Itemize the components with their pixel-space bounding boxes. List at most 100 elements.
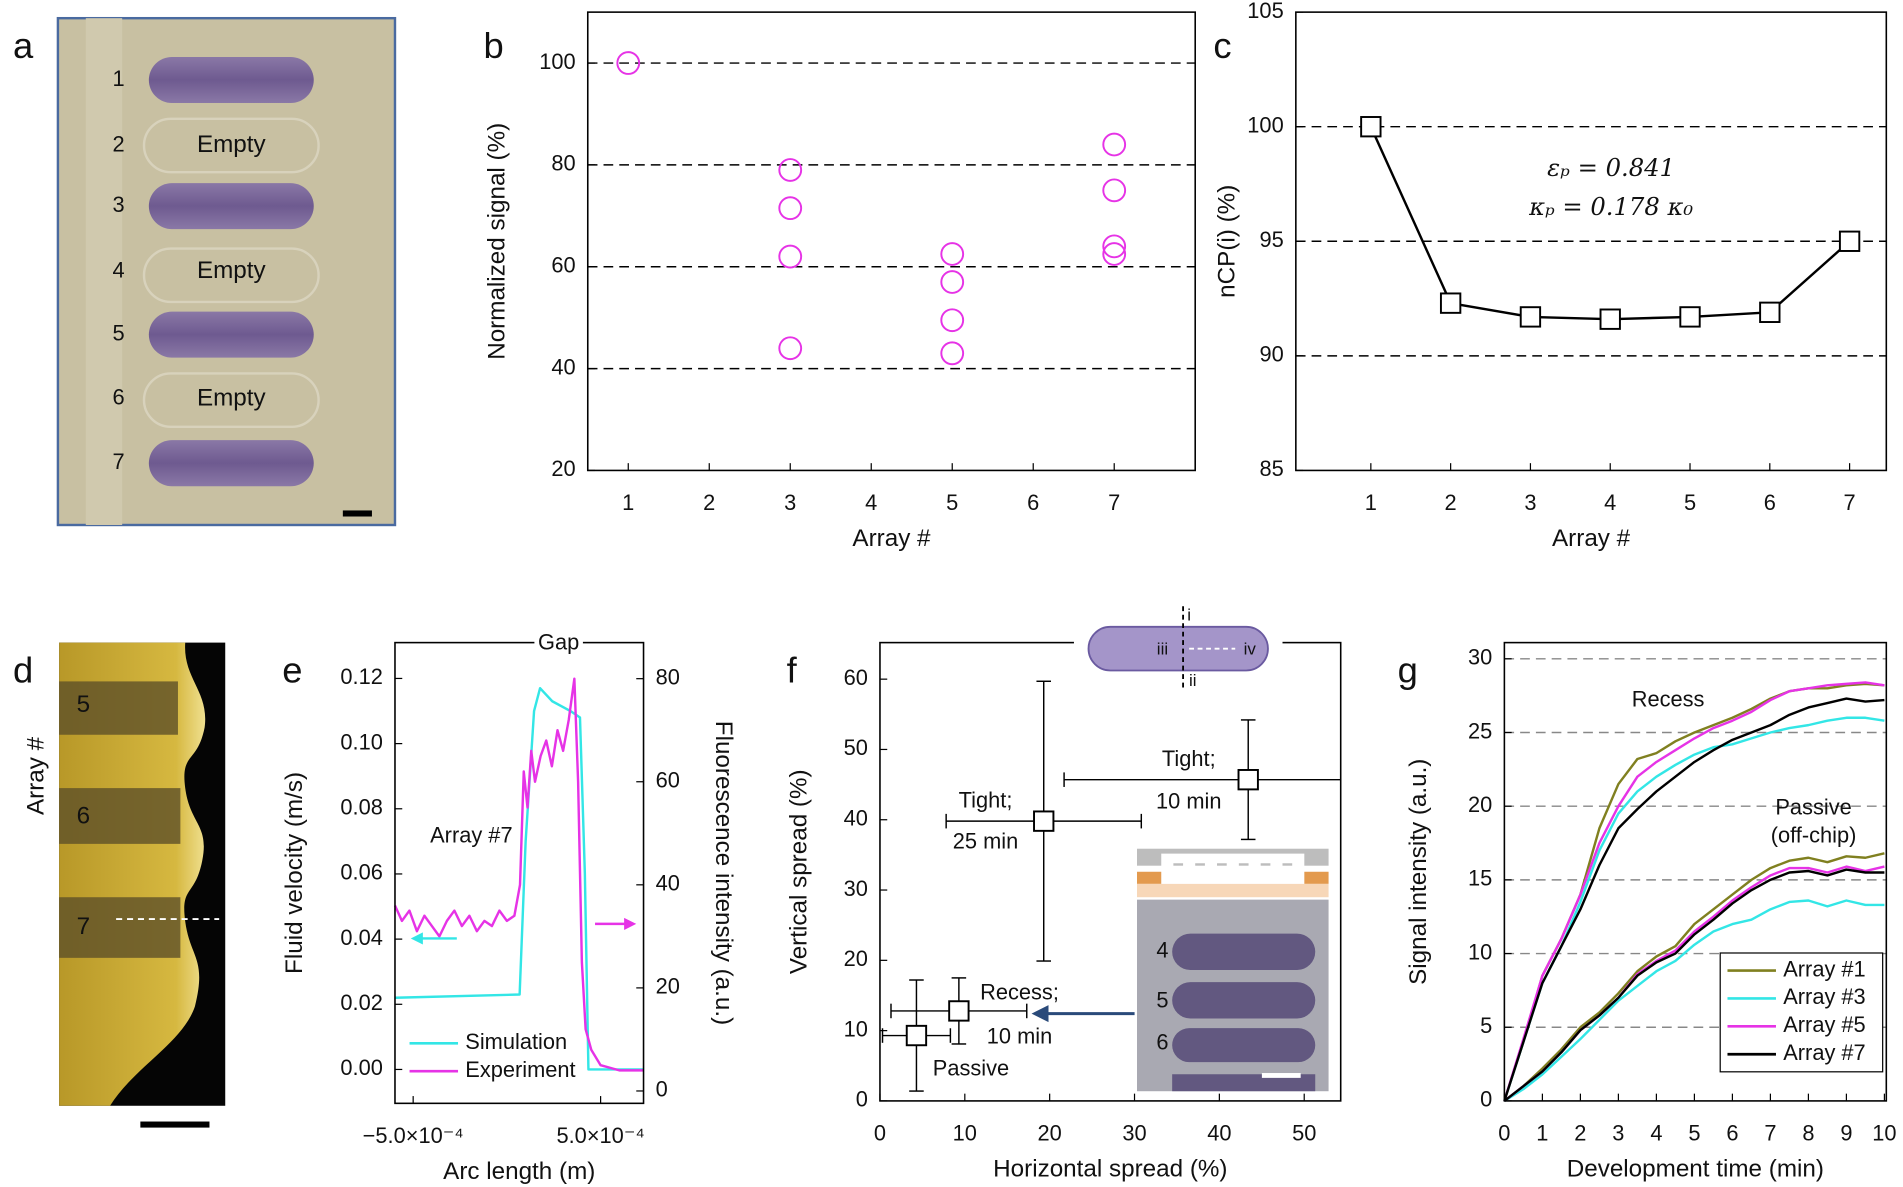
x-tick-label: 2 [703,490,715,515]
empty-well [142,117,320,174]
x-tick-label: 10 [953,1121,977,1146]
empty-label: Empty [197,257,267,284]
annotation: Array #7 [430,822,512,847]
y-tick-label: 20 [844,946,868,971]
x-tick-label: 20 [1038,1121,1062,1146]
marker [1838,230,1861,252]
y-tick-label: 30 [844,876,868,901]
row-number: 1 [112,66,124,91]
marker [940,341,965,366]
spacer [1304,871,1329,884]
scale-bar [342,510,372,517]
annotation: Passive [1775,794,1851,819]
x-tick-label: 0 [1498,1121,1510,1146]
x-tick-label: 30 [1122,1121,1146,1146]
x-tick-label: 2 [1574,1121,1586,1146]
micrograph-label: 4 [1156,938,1168,963]
array-number: 6 [77,803,90,830]
annotation: εₚ = 0.841 [1547,153,1675,182]
x-tick-label: 3 [1524,490,1536,515]
y-tick-label: 100 [1247,112,1283,137]
y-axis-label: nCP(i) (%) [1213,185,1240,298]
point-label: 25 min [953,829,1018,854]
series-line [1503,899,1885,1102]
series-line [1503,852,1885,1102]
marker [1102,234,1127,259]
x-tick-label: 7 [1844,490,1856,515]
marker [1439,292,1462,314]
arrow-head [1031,1005,1049,1023]
panel-label: b [483,25,503,66]
y-tick-label: 60 [551,253,575,278]
marker [1599,308,1621,330]
y-axis-label: Signal intensity (a.u.) [1405,759,1432,985]
x-tick-label: 1 [1536,1121,1548,1146]
y-tick-label: 10 [1468,939,1492,964]
legend-label: Simulation [465,1029,567,1054]
y-tick-label: 5 [1480,1013,1492,1038]
inset-label: i [1187,605,1191,624]
y-tick-label: 0.12 [340,664,382,689]
y-axis-label: Vertical spread (%) [785,769,812,974]
x-tick-label: 4 [1604,490,1616,515]
y-tick-label: 0.08 [340,795,382,820]
marker [948,1000,970,1022]
y-tick-label: 40 [844,806,868,831]
panel-label: e [282,650,302,691]
x-tick-label: 5 [946,490,958,515]
y2-tick-label: 0 [656,1077,668,1102]
marker [778,196,803,221]
plot-frame [1295,11,1888,472]
x-tick-label: 1 [622,490,634,515]
x-tick-label: 5.0×10⁻⁴ [557,1123,645,1148]
empty-label: Empty [197,384,267,411]
y2-tick-label: 20 [656,974,680,999]
point-label: Recess; [980,980,1059,1005]
row-number: 4 [112,257,124,282]
legend-label: Array #1 [1783,956,1865,981]
substrate [1137,883,1329,898]
x-axis-label: Array # [1552,525,1631,552]
micrograph-label: 6 [1156,1030,1168,1055]
well-schematic [1087,625,1269,672]
x-tick-label: 0 [874,1121,886,1146]
row-number: 3 [112,192,124,217]
marker [778,158,803,182]
legend-label: Array #3 [1783,984,1865,1009]
well [1172,1074,1316,1092]
marker [1519,306,1542,328]
panel-label: c [1213,25,1231,66]
empty-well [142,247,320,304]
fluorescence-photo [59,642,226,1128]
point-label: Passive [933,1055,1009,1080]
y-tick-label: 40 [551,354,575,379]
empty-well [142,372,320,428]
x-tick-label: 3 [1612,1121,1624,1146]
y-tick-label: 0.06 [340,860,382,885]
marker [1102,178,1127,203]
panel-label: d [13,650,33,691]
photo-band [85,18,123,525]
x-tick-label: 7 [1108,490,1120,515]
row-number: 5 [112,320,124,345]
y-tick-label: 105 [1247,0,1283,23]
marker [1360,116,1382,138]
point-label: Tight; [959,788,1013,813]
series-line [1503,697,1885,1102]
plot-frame [586,11,1196,472]
point-label: 10 min [1156,788,1221,813]
y-tick-label: 0.10 [340,729,382,754]
well [148,56,314,104]
x-tick-label: 50 [1292,1121,1316,1146]
x-tick-label: −5.0×10⁻⁴ [363,1123,464,1148]
arrow-head [624,917,637,930]
y-tick-label: 20 [551,456,575,481]
y-tick-label: 30 [1468,645,1492,670]
plot-frame [1503,641,1888,1102]
well [1172,982,1316,1019]
x-tick-label: 7 [1764,1121,1776,1146]
empty-label: Empty [197,131,267,158]
marker [1679,306,1701,328]
label-background [534,631,583,656]
